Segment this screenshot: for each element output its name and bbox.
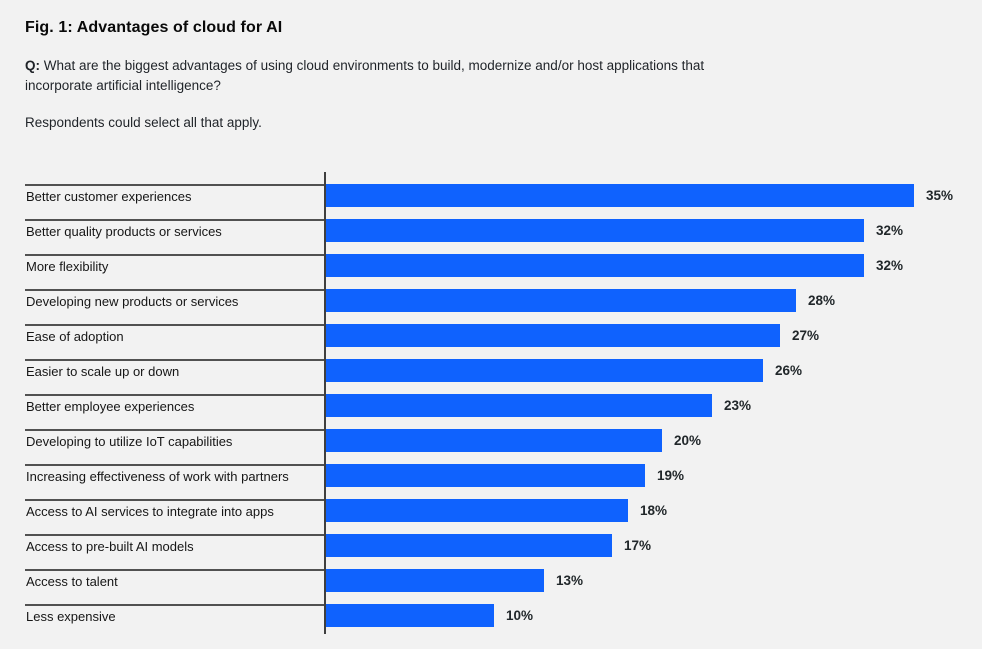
bar-group: 23% [326,394,751,417]
chart-row: Access to talent 13% [25,569,953,604]
bar [326,359,763,382]
value-label: 10% [506,608,534,623]
bar-group: 18% [326,499,667,522]
bar [326,219,864,242]
survey-note: Respondents could select all that apply. [25,115,262,130]
bar [326,394,712,417]
bar-group: 35% [326,184,953,207]
bar [326,499,628,522]
chart-row: Ease of adoption 27% [25,324,953,359]
bar-group: 10% [326,604,533,627]
value-label: 19% [657,468,685,483]
question-prefix: Q: [25,58,40,73]
bar-group: 26% [326,359,802,382]
bar-group: 19% [326,464,684,487]
chart-row: Developing to utilize IoT capabilities 20… [25,429,953,464]
value-label: 20% [674,433,702,448]
category-label: Access to pre-built AI models [25,534,325,556]
value-label: 18% [640,503,668,518]
chart-row: Less expensive 10% [25,604,953,639]
chart-row: Easier to scale up or down 26% [25,359,953,394]
value-label: 35% [926,188,954,203]
bar [326,289,796,312]
category-label: Less expensive [25,604,325,626]
category-label: Access to talent [25,569,325,591]
value-label: 26% [775,363,803,378]
bar-group: 32% [326,219,903,242]
category-label: Better quality products or services [25,219,325,241]
chart-row: Better employee experiences 23% [25,394,953,429]
chart-row: Access to pre-built AI models 17% [25,534,953,569]
category-label: Better customer experiences [25,184,325,206]
bar-group: 32% [326,254,903,277]
question-text: What are the biggest advantages of using… [25,58,705,93]
value-label: 23% [724,398,752,413]
value-label: 28% [808,293,836,308]
bar-group: 17% [326,534,651,557]
value-label: 32% [876,258,904,273]
bar [326,534,612,557]
bar [326,569,544,592]
value-label: 27% [792,328,820,343]
value-label: 32% [876,223,904,238]
category-label: Increasing effectiveness of work with pa… [25,464,325,486]
bar-group: 13% [326,569,583,592]
survey-question: Q: What are the biggest advantages of us… [25,56,757,96]
bar [326,184,914,207]
bar [326,464,645,487]
bar-group: 27% [326,324,819,347]
value-label: 17% [624,538,652,553]
category-label: Easier to scale up or down [25,359,325,381]
category-label: Developing to utilize IoT capabilities [25,429,325,451]
bar-chart: Better customer experiences 35% Better qua… [25,172,957,639]
axis-line [324,172,326,634]
chart-rows: Better customer experiences 35% Better qua… [25,184,953,639]
bar-group: 20% [326,429,701,452]
bar [326,429,662,452]
category-label: Better employee experiences [25,394,325,416]
bar [326,604,494,627]
bar-group: 28% [326,289,835,312]
category-label: More flexibility [25,254,325,276]
chart-row: Increasing effectiveness of work with pa… [25,464,953,499]
category-label: Access to AI services to integrate into … [25,499,325,521]
chart-row: Developing new products or services 28% [25,289,953,324]
bar [326,254,864,277]
value-label: 13% [556,573,584,588]
figure-title: Fig. 1: Advantages of cloud for AI [25,19,283,36]
chart-header: Fig. 1: Advantages of cloud for AI Q: Wh… [25,18,957,133]
category-label: Developing new products or services [25,289,325,311]
chart-row: More flexibility 32% [25,254,953,289]
bar [326,324,780,347]
chart-row: Access to AI services to integrate into … [25,499,953,534]
chart-row: Better quality products or services 32% [25,219,953,254]
chart-row: Better customer experiences 35% [25,184,953,219]
category-label: Ease of adoption [25,324,325,346]
